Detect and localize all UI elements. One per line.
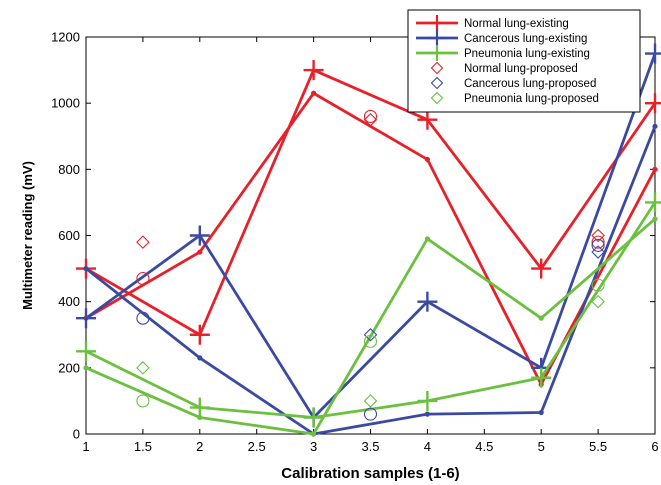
x-tick-label: 3 [310,439,317,454]
series-line [85,201,657,419]
series-line [85,217,656,436]
point-marker [311,431,317,437]
diamond-marker [363,327,378,342]
legend-marker [430,61,444,75]
point-marker [424,236,430,242]
point-marker [83,265,89,272]
point-marker [652,216,658,222]
circle-marker [136,271,150,286]
series-6 [136,112,605,249]
series-5 [83,216,658,437]
x-tick-label: 4.5 [475,439,493,454]
series-line [85,68,657,337]
series-10 [136,238,605,421]
legend-marker [430,76,444,90]
legend-entry-0: Normal lung-existing [416,15,569,31]
point-marker [538,409,544,416]
point-marker [197,414,203,421]
legend-marker [430,91,444,105]
circle-marker [363,407,378,421]
diamond-marker [363,112,378,127]
y-tick-label: 400 [58,294,80,309]
legend-entry-4: Cancerous lung-proposed [430,76,596,90]
circle-marker [363,334,378,348]
diamond-marker [136,361,150,375]
diamond-marker [591,228,605,243]
legend-entry-5: Pneumonia lung-proposed [430,91,599,105]
point-marker [83,365,89,371]
x-tick-label: 5.5 [589,439,607,454]
x-axis: 1 1.5 2 2.5 3 3.5 4 4.5 5 5.5 6 [82,37,659,454]
legend-label: Pneumonia lung-existing [464,48,590,60]
legend-label: Cancerous lung-existing [464,33,587,45]
y-tick-label: 0 [73,427,80,442]
y-tick-label: 1000 [51,96,80,111]
x-tick-label: 3.5 [361,439,379,454]
x-tick-label: 1.5 [134,439,152,454]
circle-marker [136,394,150,408]
diamond-marker [136,235,150,249]
series-9 [136,109,605,286]
point-marker [197,249,203,255]
point-marker [538,315,544,321]
point-marker [424,156,430,163]
circle-marker [591,238,605,252]
y-axis-title: Multimeter reading (mV) [20,161,35,310]
diamond-marker [591,294,605,309]
legend-box [407,9,641,113]
circle-marker [136,311,150,325]
legend: Normal lung-existing Cancerous lung-exist… [407,9,641,113]
point-marker [424,411,430,417]
series-8 [136,294,605,408]
x-tick-label: 4 [424,439,431,454]
series-line [85,53,657,419]
point-marker [652,123,658,129]
y-tick-label: 600 [58,228,80,243]
point-marker [311,90,317,96]
x-tick-label: 6 [651,439,658,454]
series-4 [76,192,661,428]
x-tick-label: 1 [82,439,89,454]
y-tick-label: 200 [58,360,80,375]
y-tick-label: 800 [58,162,80,177]
y-tick-label: 1200 [51,30,80,45]
legend-entry-2: Pneumonia lung-existing [416,45,590,61]
series-layer [76,43,661,437]
legend-entry-1: Cancerous lung-existing [416,30,587,46]
y-axis: 0 200 400 600 800 1000 1200 [51,30,655,442]
series-0 [76,60,661,345]
series-2 [76,43,661,428]
x-axis-title: Calibration samples (1-6) [281,465,459,482]
series-11 [136,278,605,408]
x-tick-label: 5 [538,439,545,454]
x-tick-label: 2 [196,439,203,454]
diamond-marker [363,394,378,408]
legend-entry-3: Normal lung-proposed [430,61,578,75]
point-marker [197,355,203,361]
legend-label: Cancerous lung-proposed [464,78,596,90]
circle-marker [591,235,605,249]
legend-label: Pneumonia lung-proposed [464,93,599,105]
point-marker [652,166,658,172]
circle-marker [591,278,605,292]
legend-label: Normal lung-existing [464,18,569,30]
legend-label: Normal lung-proposed [464,63,578,75]
circle-marker [363,109,378,123]
series-line [85,125,657,436]
x-tick-label: 2.5 [248,439,266,454]
